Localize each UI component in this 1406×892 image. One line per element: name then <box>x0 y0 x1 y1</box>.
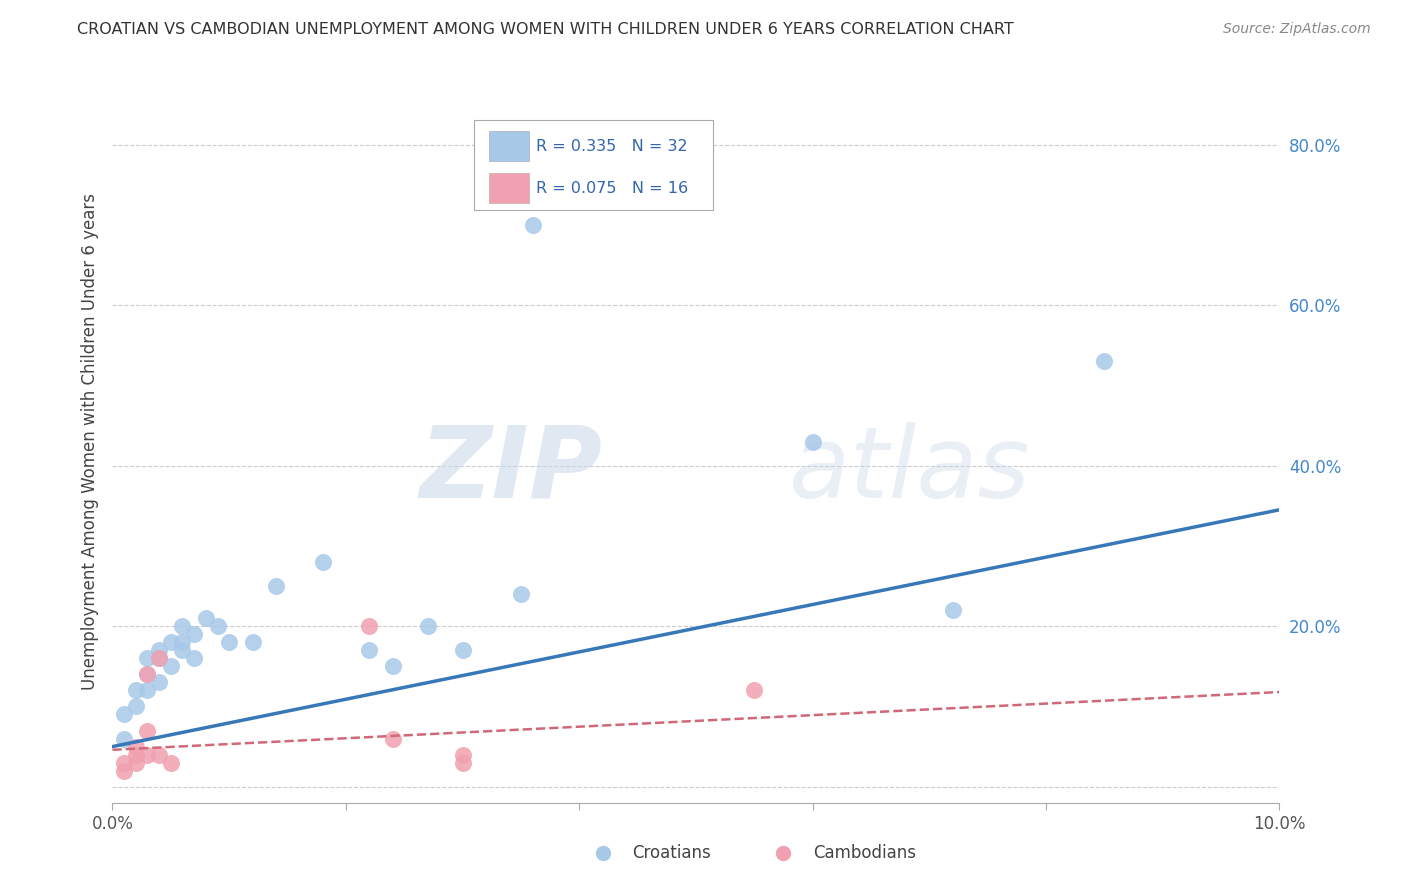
Point <box>183 627 205 641</box>
Point <box>112 764 135 778</box>
Point <box>172 643 194 657</box>
Point <box>207 619 229 633</box>
Point <box>742 683 765 698</box>
Point <box>242 635 264 649</box>
Point <box>136 723 159 738</box>
Text: R = 0.335   N = 32: R = 0.335 N = 32 <box>536 139 688 154</box>
Point <box>381 659 404 673</box>
Point <box>218 635 240 649</box>
Point <box>522 218 544 232</box>
Point <box>125 683 148 698</box>
Text: R = 0.075   N = 16: R = 0.075 N = 16 <box>536 181 688 196</box>
Point <box>381 731 404 746</box>
Point <box>416 619 439 633</box>
Point <box>112 756 135 770</box>
Text: ZIP: ZIP <box>419 422 603 519</box>
Point <box>148 675 170 690</box>
Point <box>112 731 135 746</box>
Text: atlas: atlas <box>789 422 1031 519</box>
Point <box>172 619 194 633</box>
Point <box>942 603 965 617</box>
FancyBboxPatch shape <box>489 172 529 202</box>
Point <box>148 651 170 665</box>
Point <box>451 747 474 762</box>
Point <box>801 434 824 449</box>
Point <box>509 587 531 601</box>
Point <box>136 651 159 665</box>
Point <box>359 619 381 633</box>
Point <box>172 635 194 649</box>
Text: Croatians: Croatians <box>631 845 710 863</box>
Point <box>264 579 287 593</box>
Point <box>125 739 148 754</box>
Point <box>136 747 159 762</box>
Point <box>125 756 148 770</box>
Point <box>160 756 183 770</box>
Text: Cambodians: Cambodians <box>813 845 915 863</box>
FancyBboxPatch shape <box>489 131 529 161</box>
Y-axis label: Unemployment Among Women with Children Under 6 years: Unemployment Among Women with Children U… <box>80 193 98 690</box>
Point <box>148 747 170 762</box>
Point <box>183 651 205 665</box>
Point <box>1094 354 1116 368</box>
Point <box>311 555 333 569</box>
Point <box>451 756 474 770</box>
Point <box>148 643 170 657</box>
Point <box>160 635 183 649</box>
Point <box>148 651 170 665</box>
Point <box>359 643 381 657</box>
Point <box>160 659 183 673</box>
Point <box>136 667 159 681</box>
Text: CROATIAN VS CAMBODIAN UNEMPLOYMENT AMONG WOMEN WITH CHILDREN UNDER 6 YEARS CORRE: CROATIAN VS CAMBODIAN UNEMPLOYMENT AMONG… <box>77 22 1014 37</box>
Point <box>136 667 159 681</box>
Point <box>136 683 159 698</box>
Point <box>112 707 135 722</box>
FancyBboxPatch shape <box>474 120 713 211</box>
Point <box>451 643 474 657</box>
Point <box>194 611 217 625</box>
Text: Source: ZipAtlas.com: Source: ZipAtlas.com <box>1223 22 1371 37</box>
Point <box>125 699 148 714</box>
Point <box>125 747 148 762</box>
